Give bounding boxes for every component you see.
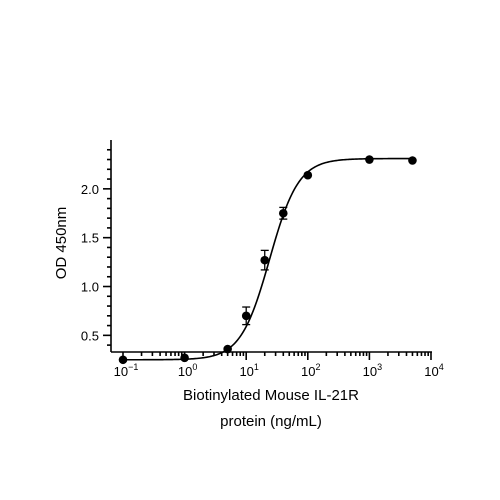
x-tick-label: 103: [363, 362, 382, 379]
y-tick-label: 1.0: [81, 280, 99, 295]
data-point: [223, 344, 232, 354]
fit-curve: [123, 157, 413, 361]
plot-area: [118, 155, 417, 365]
data-point: [241, 311, 251, 321]
data-point: [365, 155, 374, 164]
y-tick-label: 2.0: [81, 182, 99, 197]
y-tick-label: 0.5: [81, 328, 99, 343]
y-axis-label: OD 450nm: [53, 207, 70, 280]
data-point: [278, 208, 288, 218]
x-axis-label-line-2: protein (ng/mL): [220, 413, 322, 430]
axes: 0.5 1.0 1.5 2.0 10−1 100 101 102 103 104: [81, 140, 444, 379]
x-tick-label: 104: [424, 362, 443, 379]
data-point: [408, 156, 417, 165]
y-tick-label: 1.5: [81, 231, 99, 246]
data-point: [303, 170, 313, 180]
data-point: [260, 255, 270, 265]
x-tick-label: 100: [178, 362, 197, 379]
x-tick-label: 102: [301, 362, 320, 379]
x-axis-label-line-1: Biotinylated Mouse IL-21R: [183, 387, 359, 404]
x-tick-label: 10−1: [114, 362, 139, 379]
x-tick-label: 101: [239, 362, 258, 379]
